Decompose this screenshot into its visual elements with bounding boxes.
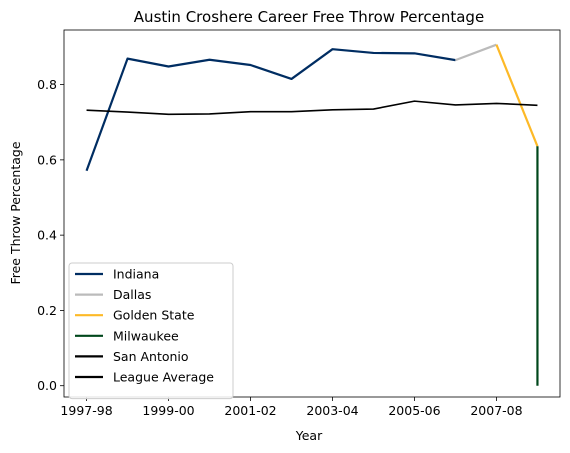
y-tick-label: 0.0 — [37, 378, 57, 393]
x-tick-label: 2003-04 — [306, 403, 358, 418]
legend-label: Milwaukee — [113, 328, 179, 343]
legend-box — [68, 262, 234, 400]
legend-label: San Antonio — [113, 349, 189, 364]
x-tick-label: 1999-00 — [142, 403, 194, 418]
y-tick-label: 0.8 — [37, 77, 57, 92]
x-tick-label: 1997-98 — [60, 403, 112, 418]
y-tick-label: 0.4 — [37, 228, 57, 243]
series-line-league-average — [86, 100, 538, 116]
y-tick-label: 0.2 — [37, 303, 57, 318]
legend-label: Dallas — [113, 287, 151, 302]
x-tick-label: 2005-06 — [388, 403, 440, 418]
chart-title: Austin Croshere Career Free Throw Percen… — [134, 8, 484, 26]
x-axis-label: Year — [295, 428, 323, 443]
y-axis-ticks: 0.0 0.2 0.4 0.6 0.8 — [37, 77, 64, 393]
plot-lines — [85, 43, 539, 386]
legend-label: Golden State — [113, 308, 195, 323]
series-line-indiana — [85, 48, 456, 172]
x-tick-label: 2007-08 — [470, 403, 522, 418]
series-line-dallas — [455, 43, 497, 62]
plot-frame — [63, 29, 561, 398]
x-tick-label: 2001-02 — [224, 403, 276, 418]
legend-label: League Average — [113, 370, 214, 385]
series-line-golden-state — [495, 44, 539, 147]
legend-label: Indiana — [113, 267, 159, 282]
legend: Indiana Dallas Golden State Milwaukee San An… — [68, 262, 234, 400]
y-axis-label: Free Throw Percentage — [8, 141, 23, 284]
x-axis-ticks: 1997-98 1999-00 2001-02 2003-04 2005-06 2007-… — [60, 397, 523, 418]
y-tick-label: 0.6 — [37, 152, 57, 167]
